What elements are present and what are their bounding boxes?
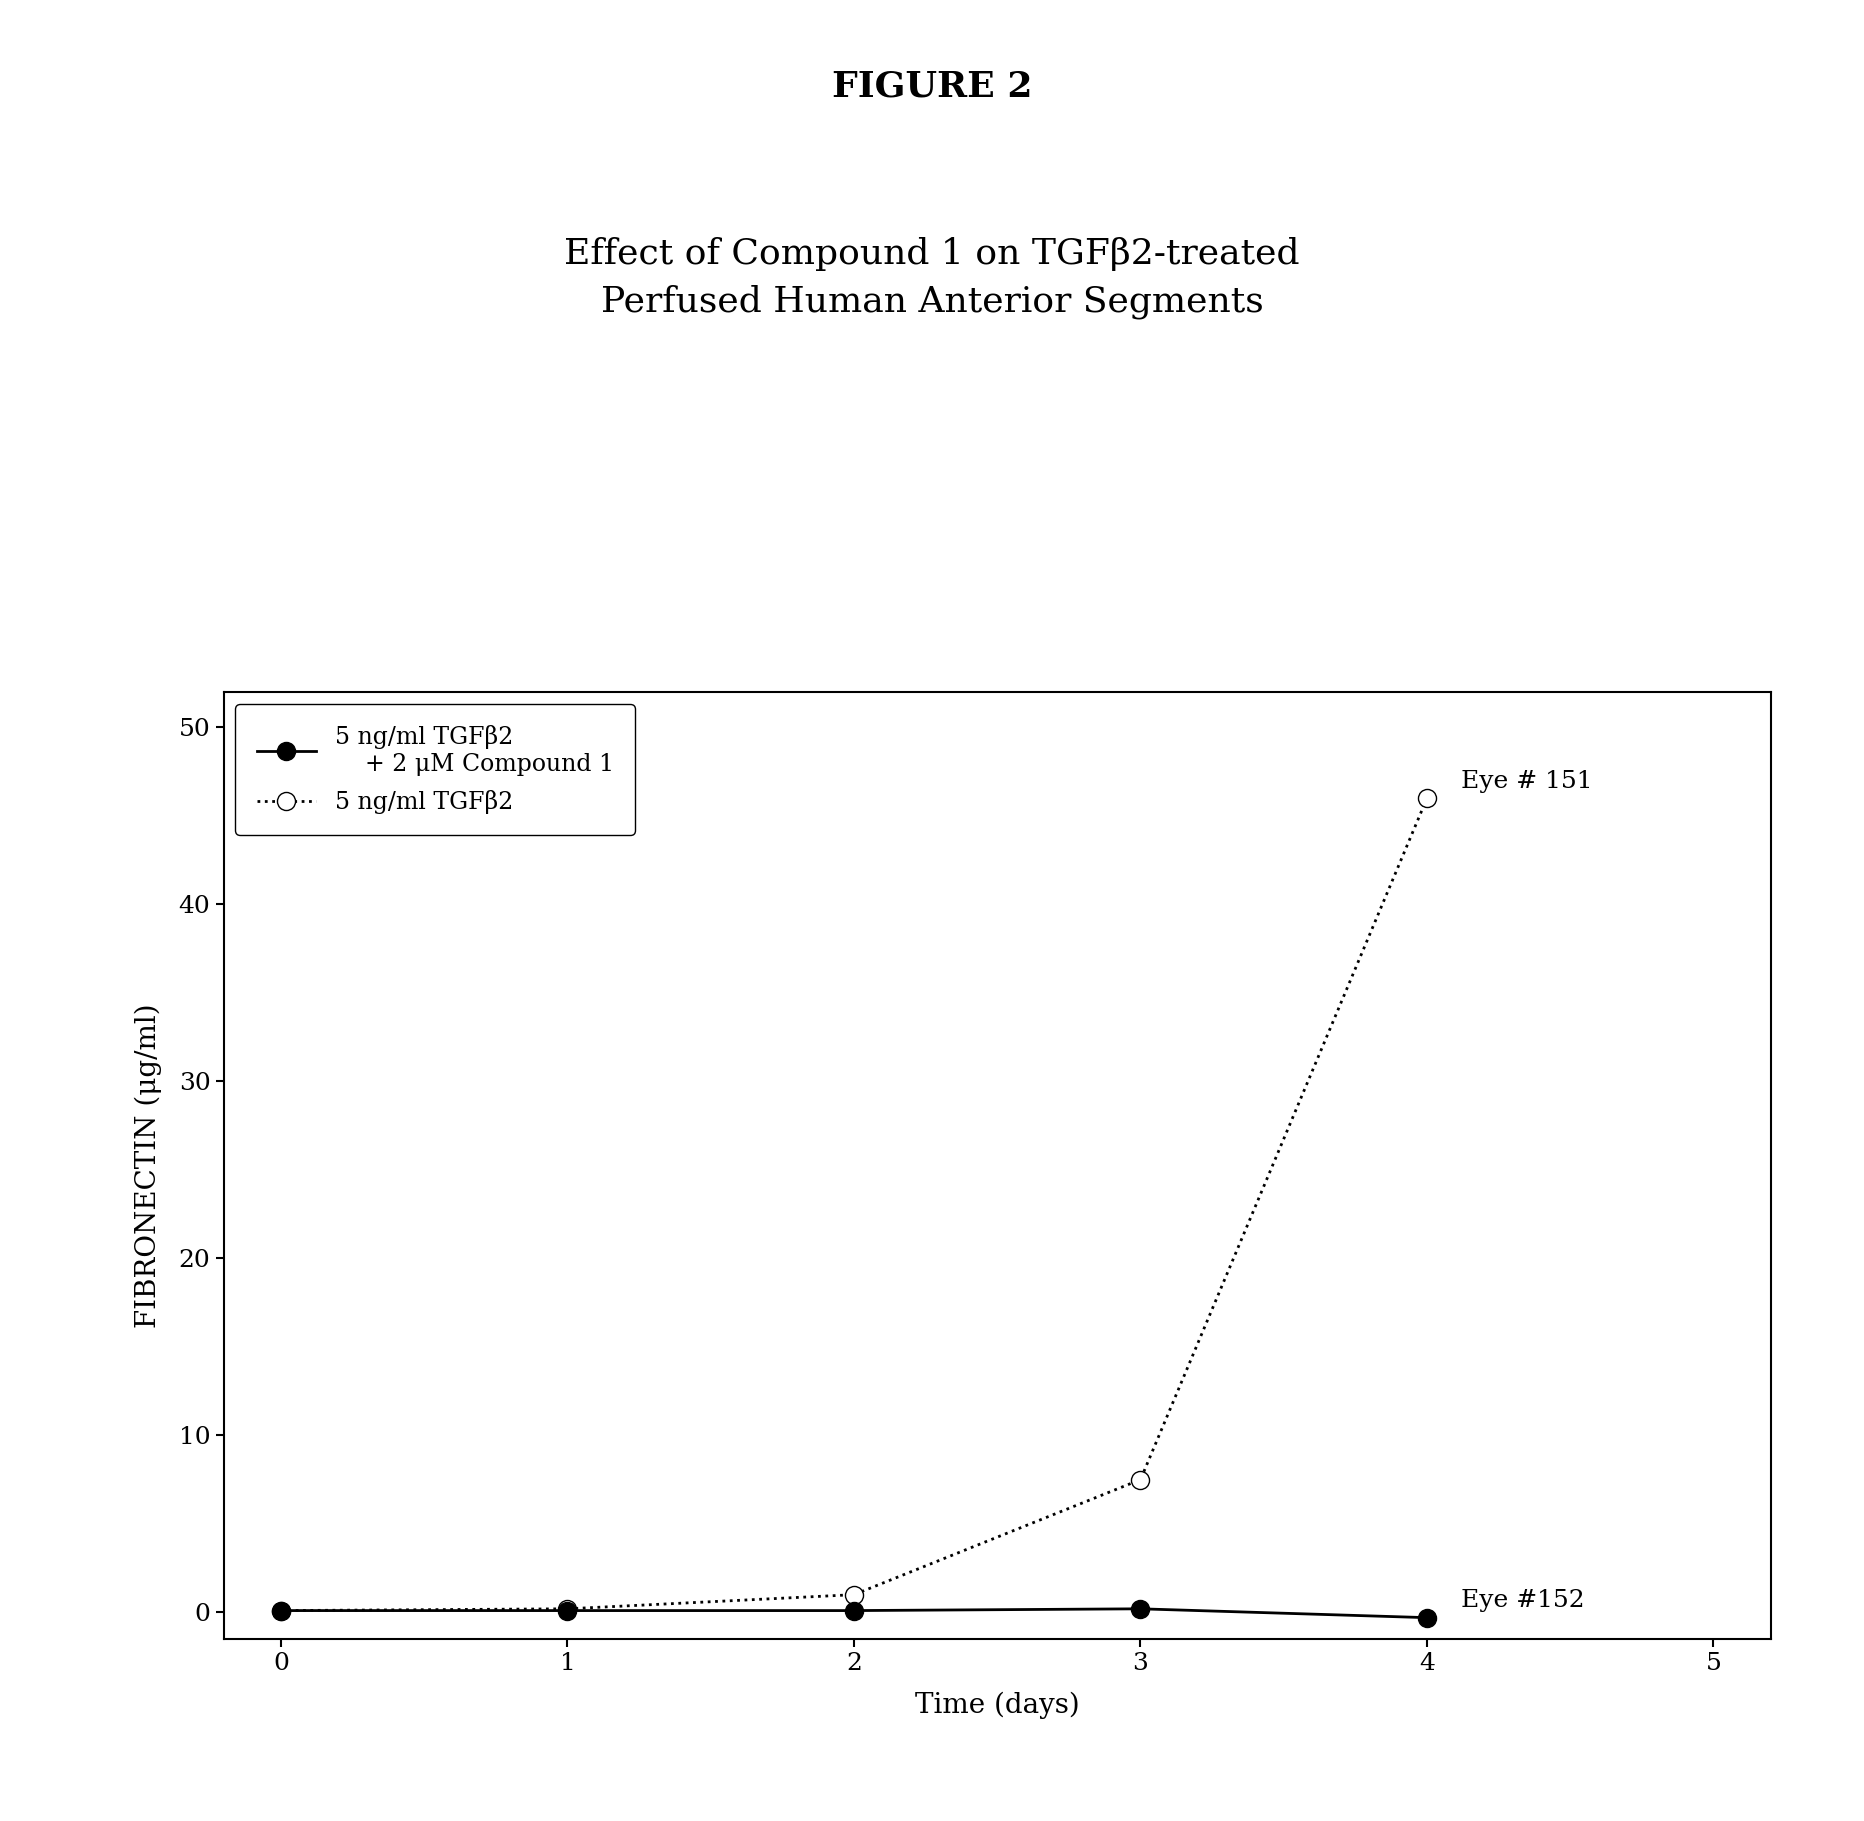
Text: FIGURE 2: FIGURE 2 <box>831 69 1033 104</box>
Text: Effect of Compound 1 on TGFβ2-treated
Perfused Human Anterior Segments: Effect of Compound 1 on TGFβ2-treated Pe… <box>565 237 1299 319</box>
X-axis label: Time (days): Time (days) <box>915 1692 1079 1719</box>
Legend: 5 ng/ml TGFβ2
    + 2 μM Compound 1, 5 ng/ml TGFβ2: 5 ng/ml TGFβ2 + 2 μM Compound 1, 5 ng/ml… <box>235 703 636 836</box>
Text: Eye #152: Eye #152 <box>1461 1590 1584 1612</box>
Y-axis label: FIBRONECTIN (μg/ml): FIBRONECTIN (μg/ml) <box>134 1003 162 1328</box>
Text: Eye # 151: Eye # 151 <box>1461 770 1594 792</box>
